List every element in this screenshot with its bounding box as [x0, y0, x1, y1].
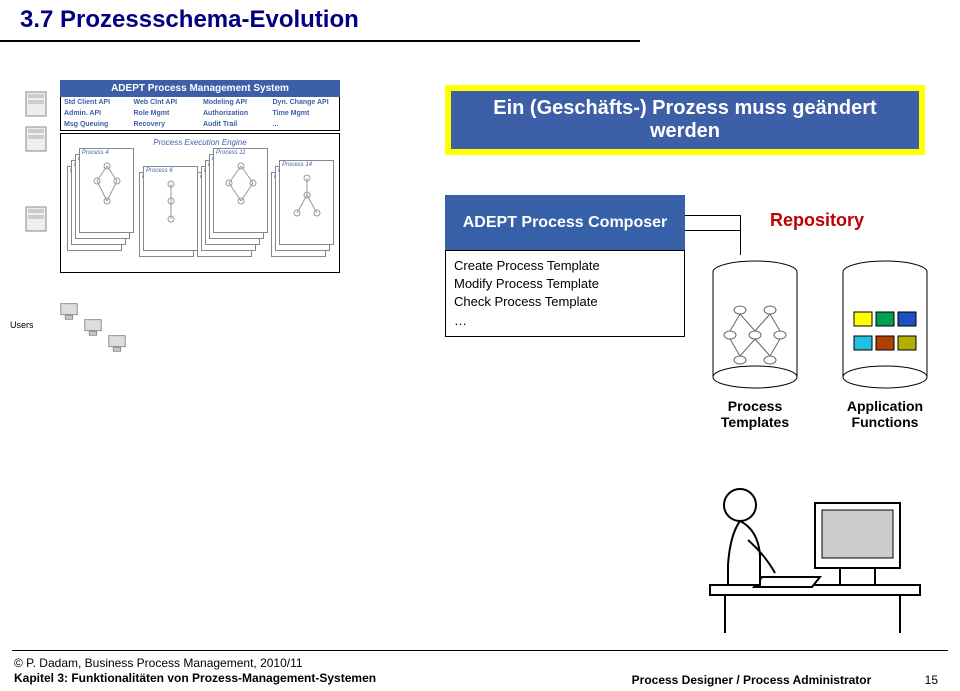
- api-cell: Dyn. Change API: [270, 97, 340, 108]
- api-cell: Role Mgmt: [131, 108, 201, 119]
- api-cell: Web Clnt API: [131, 97, 201, 108]
- footer-left: © P. Dadam, Business Process Management,…: [14, 656, 376, 687]
- title-underline: [0, 40, 640, 42]
- engine-box: Process Execution Engine Process 1 Proce…: [60, 133, 340, 273]
- page-number: 15: [925, 673, 938, 687]
- process-card: Process 6: [143, 166, 198, 251]
- process-label: Process 4: [82, 150, 131, 156]
- adept-system-box: ADEPT Process Management System Std Clie…: [60, 80, 340, 273]
- footer-copyright: © P. Dadam, Business Process Management,…: [14, 656, 376, 672]
- page-title: 3.7 Prozessschema-Evolution: [20, 6, 359, 34]
- composer-box: ADEPT Process Composer: [445, 195, 685, 250]
- users-label: Users: [10, 320, 34, 330]
- api-cell: Recovery: [131, 119, 201, 130]
- process-card: Process 11: [213, 148, 268, 233]
- person-at-computer-icon: [700, 455, 930, 635]
- functions-label: Application Functions: [835, 398, 935, 430]
- process-label: Process 14: [282, 162, 331, 168]
- composer-actions: Create Process Template Modify Process T…: [445, 250, 685, 337]
- server-icon: [24, 90, 48, 118]
- connector: [740, 215, 741, 255]
- footer: © P. Dadam, Business Process Management,…: [0, 652, 960, 691]
- connector: [685, 215, 740, 216]
- composer-item: Check Process Template: [454, 293, 676, 311]
- templates-label: Process Templates: [710, 398, 800, 430]
- api-cell: Time Mgmt: [270, 108, 340, 119]
- mini-graph-icon: [287, 173, 327, 233]
- db-templates-icon: [710, 260, 800, 390]
- process-label: Process 6: [146, 168, 195, 174]
- api-cell: Msg Queuing: [61, 119, 131, 130]
- change-banner: Ein (Geschäfts-) Prozess muss geändert w…: [445, 85, 925, 155]
- computer-icon: [58, 300, 80, 322]
- composer-item: …: [454, 312, 676, 330]
- api-cell: Admin. API: [61, 108, 131, 119]
- db-functions-icon: [840, 260, 930, 390]
- api-cell: Audit Trail: [200, 119, 270, 130]
- api-cell: ...: [270, 119, 340, 130]
- server-icon: [24, 205, 48, 233]
- composer-item: Modify Process Template: [454, 275, 676, 293]
- server-icon: [24, 125, 48, 153]
- api-cell: Std Client API: [61, 97, 131, 108]
- process-label: Process 11: [216, 150, 265, 156]
- engine-title: Process Execution Engine: [65, 138, 335, 147]
- footer-role: Process Designer / Process Administrator: [632, 673, 872, 687]
- mini-graph-icon: [87, 161, 127, 221]
- adept-api-grid: Std Client API Web Clnt API Modeling API…: [60, 97, 340, 131]
- repository-label: Repository: [770, 210, 864, 231]
- footer-chapter: Kapitel 3: Funktionalitäten von Prozess-…: [14, 671, 376, 687]
- adept-header: ADEPT Process Management System: [60, 80, 340, 97]
- process-card: Process 4: [79, 148, 134, 233]
- connector: [685, 230, 740, 231]
- footer-right: Process Designer / Process Administrator…: [632, 673, 938, 687]
- mini-graph-icon: [151, 179, 191, 239]
- computer-icon: [106, 332, 128, 354]
- process-card: Process 14: [279, 160, 334, 245]
- computer-icon: [82, 316, 104, 338]
- mini-graph-icon: [221, 161, 261, 221]
- api-cell: Modeling API: [200, 97, 270, 108]
- composer-item: Create Process Template: [454, 257, 676, 275]
- api-cell: Authorization: [200, 108, 270, 119]
